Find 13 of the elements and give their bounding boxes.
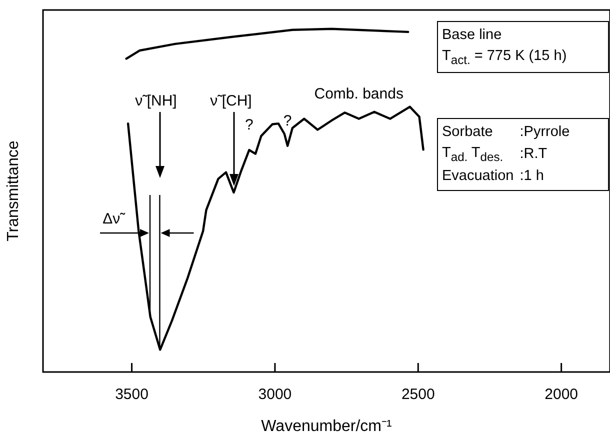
x-tick-label: 2500: [401, 386, 435, 404]
x-tick-label: 2000: [544, 386, 578, 404]
x-tick-label: 3000: [258, 386, 292, 404]
y-axis-title: Transmittance: [5, 140, 22, 242]
annotation: ν̃ [NH]: [135, 92, 177, 110]
annotation: ν̃ [CH]: [210, 92, 252, 110]
annotation: ?: [283, 112, 292, 130]
annotation: Base line T$_{act.}$ = 775 K (15 h): [442, 25, 567, 70]
x-tick-label: 3500: [115, 386, 148, 404]
text: Sorbate :Pyrrole T$_{ad.}$ T$_{des.}$ :R.T Evacuation :1 h: [442, 124, 570, 184]
x-axis-title: Wavenumber/cm⁻¹: [261, 418, 392, 435]
annotation: ?: [245, 116, 254, 134]
annotation: Comb. bands: [314, 85, 404, 102]
